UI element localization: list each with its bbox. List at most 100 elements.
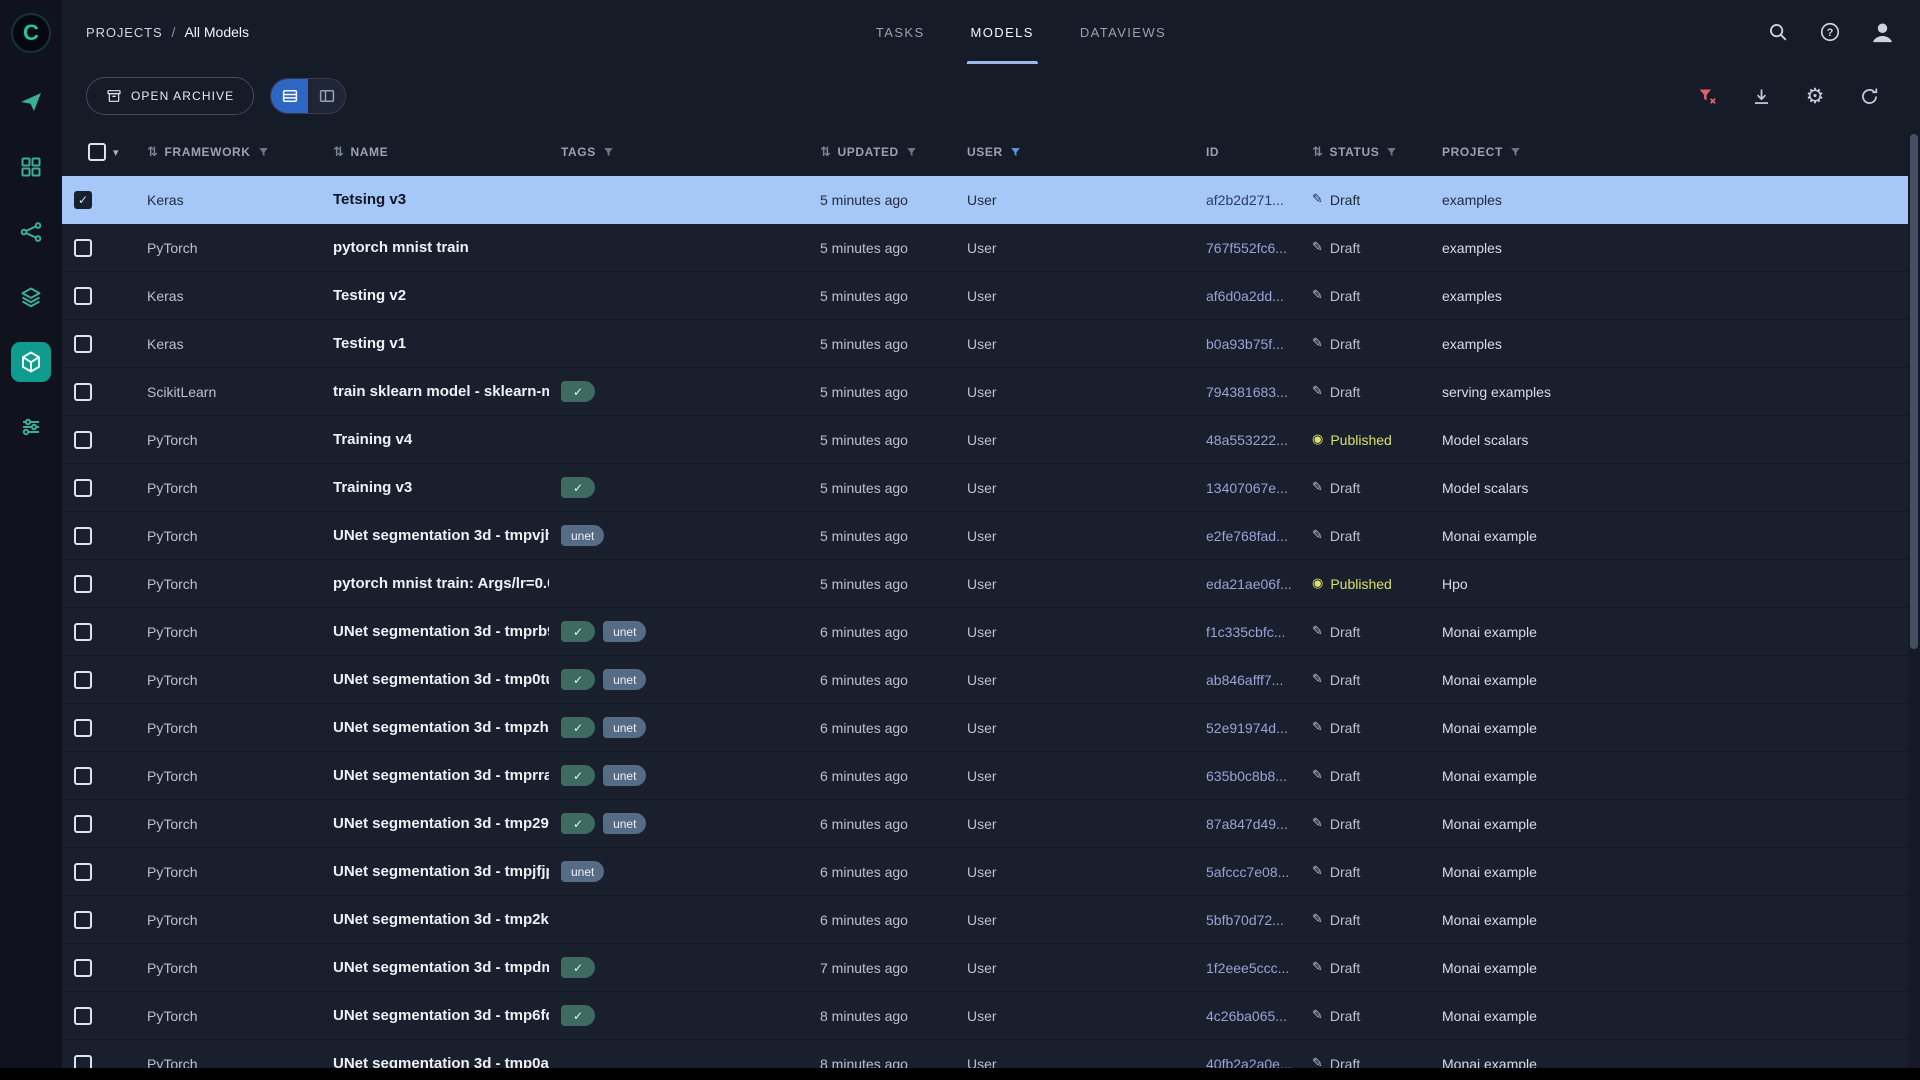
row-checkbox[interactable] <box>74 862 92 881</box>
sort-icon[interactable]: ⇅ <box>820 144 832 160</box>
table-row[interactable]: PyTorch pytorch mnist train: Args/lr=0.0… <box>62 560 1920 608</box>
row-model-name[interactable]: UNet segmentation 3d - tmpzh0... <box>333 719 549 736</box>
table-row[interactable]: Keras Testing v2 5 minutes ago User af6d… <box>62 272 1920 320</box>
row-model-name[interactable]: UNet segmentation 3d - tmpjfjpv... <box>333 863 549 880</box>
table-row[interactable]: PyTorch Training v3 ✓ 5 minutes ago User… <box>62 464 1920 512</box>
auto-refresh-icon[interactable] <box>1856 83 1882 109</box>
clearml-logo[interactable]: C <box>0 0 62 66</box>
tab-models[interactable]: MODELS <box>966 0 1039 64</box>
sort-icon[interactable]: ⇅ <box>1312 144 1324 160</box>
sidebar-item-pipelines[interactable] <box>11 212 51 252</box>
row-model-name[interactable]: UNet segmentation 3d - tmprrae... <box>333 767 549 784</box>
scrollbar-thumb[interactable] <box>1910 134 1918 649</box>
row-checkbox[interactable] <box>74 574 92 593</box>
sidebar-item-workers[interactable] <box>11 407 51 447</box>
tab-tasks[interactable]: TASKS <box>875 24 925 40</box>
sort-icon[interactable]: ⇅ <box>333 144 345 160</box>
row-model-name[interactable]: UNet segmentation 3d - tmpdm4... <box>333 959 549 976</box>
filter-tags-icon[interactable] <box>602 146 615 159</box>
sidebar-item-launch[interactable] <box>11 82 51 122</box>
card-view-button[interactable] <box>308 79 346 113</box>
filter-user-icon-active[interactable] <box>1009 146 1022 159</box>
row-checkbox[interactable] <box>74 622 92 641</box>
table-row[interactable]: PyTorch UNet segmentation 3d - tmpzh0...… <box>62 704 1920 752</box>
row-checkbox[interactable] <box>74 1006 92 1025</box>
selection-menu-caret-icon[interactable]: ▾ <box>113 145 120 159</box>
row-model-name[interactable]: Testing v2 <box>333 287 407 304</box>
breadcrumb-projects[interactable]: PROJECTS <box>86 24 163 40</box>
row-model-name[interactable]: Tetsing v3 <box>333 191 407 208</box>
row-checkbox[interactable] <box>74 958 92 977</box>
row-model-name[interactable]: UNet segmentation 3d - tmp29rf... <box>333 815 549 832</box>
table-row[interactable]: PyTorch pytorch mnist train 5 minutes ag… <box>62 224 1920 272</box>
row-checkbox[interactable] <box>74 670 92 689</box>
select-all-checkbox[interactable] <box>88 143 106 161</box>
table-row[interactable]: ✓ Keras Tetsing v3 5 minutes ago User af… <box>62 176 1920 224</box>
help-icon[interactable]: ? <box>1816 18 1844 46</box>
row-checkbox[interactable] <box>74 526 92 545</box>
user-avatar[interactable] <box>1868 18 1896 46</box>
filter-framework-icon[interactable] <box>257 146 270 159</box>
sidebar-item-projects[interactable] <box>11 147 51 187</box>
row-user: User <box>967 1055 997 1072</box>
column-header-name[interactable]: ⇅ NAME <box>333 144 389 160</box>
column-header-updated[interactable]: ⇅ UPDATED <box>808 145 955 160</box>
settings-gear-icon[interactable]: ⚙ <box>1805 83 1825 108</box>
row-model-name[interactable]: UNet segmentation 3d - tmpvjhyl... <box>333 527 549 544</box>
column-header-status[interactable]: ⇅ STATUS <box>1300 145 1430 160</box>
table-row[interactable]: ScikitLearn train sklearn model - sklear… <box>62 368 1920 416</box>
row-model-name[interactable]: UNet segmentation 3d - tmp2kr0... <box>333 911 549 928</box>
column-header-tags[interactable]: TAGS <box>549 145 808 159</box>
row-checkbox[interactable] <box>74 334 92 353</box>
clear-filters-icon[interactable] <box>1694 83 1720 109</box>
filter-status-icon[interactable] <box>1385 146 1398 159</box>
table-row[interactable]: PyTorch UNet segmentation 3d - tmprb9d..… <box>62 608 1920 656</box>
open-archive-button[interactable]: OPEN ARCHIVE <box>86 77 255 115</box>
table-row[interactable]: PyTorch UNet segmentation 3d - tmp0tu...… <box>62 656 1920 704</box>
row-model-name[interactable]: Training v3 <box>333 479 413 496</box>
column-header-project[interactable]: PROJECT <box>1430 145 1920 159</box>
sidebar-item-datasets[interactable] <box>11 277 51 317</box>
table-row[interactable]: PyTorch UNet segmentation 3d - tmp6fq0..… <box>62 992 1920 1040</box>
row-model-name[interactable]: UNet segmentation 3d - tmp0tu... <box>333 671 549 688</box>
table-row[interactable]: PyTorch UNet segmentation 3d - tmp29rf..… <box>62 800 1920 848</box>
filter-project-icon[interactable] <box>1509 146 1522 159</box>
row-checkbox[interactable] <box>74 814 92 833</box>
table-row[interactable]: PyTorch Training v4 5 minutes ago User 4… <box>62 416 1920 464</box>
row-model-name[interactable]: train sklearn model - sklearn-mo... <box>333 383 549 400</box>
row-model-name[interactable]: UNet segmentation 3d - tmp0ap... <box>333 1055 549 1072</box>
row-checkbox[interactable] <box>74 286 92 305</box>
row-checkbox[interactable] <box>74 238 92 257</box>
row-model-name[interactable]: Training v4 <box>333 431 413 448</box>
vertical-scrollbar[interactable] <box>1908 128 1920 1068</box>
column-header-user[interactable]: USER <box>955 145 1194 159</box>
row-model-name[interactable]: pytorch mnist train <box>333 239 469 256</box>
row-checkbox[interactable] <box>74 478 92 497</box>
table-row[interactable]: PyTorch UNet segmentation 3d - tmpvjhyl.… <box>62 512 1920 560</box>
tab-dataviews[interactable]: DATAVIEWS <box>1079 24 1167 40</box>
row-checkbox[interactable] <box>74 430 92 449</box>
table-view-button[interactable] <box>271 79 309 113</box>
row-checkbox[interactable] <box>74 718 92 737</box>
row-updated: 7 minutes ago <box>820 959 908 976</box>
row-checkbox[interactable]: ✓ <box>74 190 92 209</box>
table-row[interactable]: PyTorch UNet segmentation 3d - tmprrae..… <box>62 752 1920 800</box>
column-header-id[interactable]: ID <box>1206 145 1220 159</box>
sidebar-item-models[interactable] <box>11 342 51 382</box>
table-row[interactable]: PyTorch UNet segmentation 3d - tmpdm4...… <box>62 944 1920 992</box>
row-model-name[interactable]: UNet segmentation 3d - tmp6fq0... <box>333 1007 549 1024</box>
column-header-framework[interactable]: ⇅ FRAMEWORK <box>135 145 321 160</box>
sort-icon[interactable]: ⇅ <box>147 144 159 160</box>
filter-updated-icon[interactable] <box>905 146 918 159</box>
row-checkbox[interactable] <box>74 910 92 929</box>
row-model-name[interactable]: pytorch mnist train: Args/lr=0.01 <box>333 575 549 592</box>
row-model-name[interactable]: UNet segmentation 3d - tmprb9d... <box>333 623 549 640</box>
row-checkbox[interactable] <box>74 382 92 401</box>
row-model-name[interactable]: Testing v1 <box>333 335 407 352</box>
table-row[interactable]: PyTorch UNet segmentation 3d - tmpjfjpv.… <box>62 848 1920 896</box>
row-checkbox[interactable] <box>74 766 92 785</box>
download-icon[interactable] <box>1748 83 1774 109</box>
table-row[interactable]: PyTorch UNet segmentation 3d - tmp2kr0..… <box>62 896 1920 944</box>
table-row[interactable]: Keras Testing v1 5 minutes ago User b0a9… <box>62 320 1920 368</box>
search-icon[interactable] <box>1764 18 1792 46</box>
